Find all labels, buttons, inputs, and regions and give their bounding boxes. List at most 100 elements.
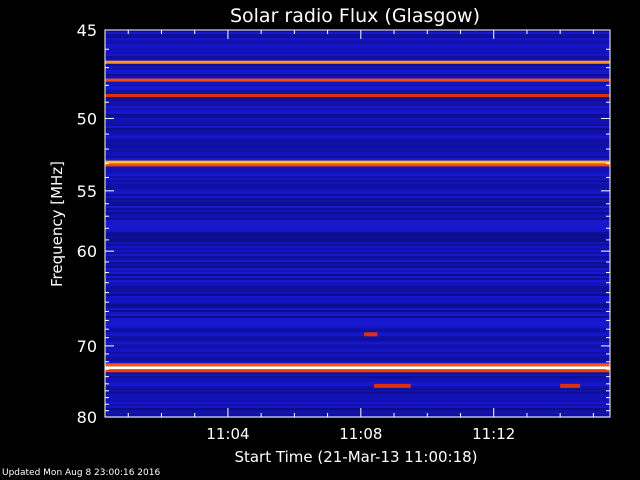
plot-frame <box>104 29 611 418</box>
channel-stripe <box>105 100 610 102</box>
channel-stripe <box>105 226 610 228</box>
channel-stripe <box>105 262 610 264</box>
channel-stripe <box>105 120 610 122</box>
channel-stripe <box>105 306 610 308</box>
x-axis-label: Start Time (21-Mar-13 11:00:18) <box>234 448 477 466</box>
channel-stripe <box>105 194 610 196</box>
channel-stripe <box>105 50 610 52</box>
channel-stripe <box>105 296 610 298</box>
channel-stripe <box>105 304 610 306</box>
channel-stripe <box>105 406 610 408</box>
channel-stripe <box>105 246 610 248</box>
channel-stripe <box>105 310 610 312</box>
emission-band <box>105 60 610 64</box>
channel-stripe <box>105 102 610 104</box>
chart-title: Solar radio Flux (Glasgow) <box>230 5 480 27</box>
channel-stripe <box>105 158 610 160</box>
channel-stripe <box>105 356 610 358</box>
channel-stripe <box>105 404 610 406</box>
channel-stripe <box>105 220 610 222</box>
channel-stripe <box>105 208 610 210</box>
channel-stripe <box>105 178 610 180</box>
updated-footer: Updated Mon Aug 8 23:00:16 2016 <box>2 468 161 478</box>
channel-stripe <box>105 352 610 354</box>
channel-stripe <box>105 224 610 226</box>
channel-stripe <box>105 412 610 414</box>
channel-stripe <box>105 30 610 32</box>
channel-stripe <box>105 386 610 388</box>
channel-stripe <box>105 182 610 184</box>
channel-stripe <box>105 68 610 70</box>
channel-stripe <box>105 330 610 332</box>
channel-stripe <box>105 278 610 280</box>
channel-stripe <box>105 392 610 394</box>
channel-stripe <box>105 84 610 86</box>
channel-stripe <box>105 146 610 148</box>
channel-stripe <box>105 270 610 272</box>
channel-stripe <box>105 106 610 108</box>
channel-stripe <box>105 282 610 284</box>
radio-burst <box>374 383 411 388</box>
channel-stripe <box>105 354 610 356</box>
channel-stripe <box>105 128 610 130</box>
channel-stripe <box>105 34 610 36</box>
channel-stripe <box>105 42 610 44</box>
channel-stripe <box>105 402 610 404</box>
channel-stripe <box>105 82 610 84</box>
x-tick-label: 11:12 <box>472 425 515 443</box>
channel-stripe <box>105 58 610 60</box>
x-tick-label: 11:08 <box>339 425 382 443</box>
channel-stripe <box>105 204 610 206</box>
channel-stripe <box>105 132 610 134</box>
plot-area <box>105 30 610 418</box>
channel-stripe <box>105 130 610 132</box>
channel-stripe <box>105 72 610 74</box>
channel-stripe <box>105 408 610 410</box>
channel-stripe <box>105 358 610 360</box>
channel-stripe <box>105 248 610 250</box>
channel-stripe <box>105 44 610 46</box>
channel-stripe <box>105 108 610 110</box>
channel-stripe <box>105 298 610 300</box>
channel-stripe <box>105 340 610 342</box>
channel-stripe <box>105 250 610 252</box>
channel-stripe <box>105 372 610 374</box>
channel-stripe <box>105 314 610 316</box>
channel-stripe <box>105 52 610 54</box>
channel-stripe <box>105 66 610 68</box>
channel-stripe <box>105 238 610 240</box>
channel-stripe <box>105 328 610 330</box>
channel-stripe <box>105 92 610 94</box>
channel-stripe <box>105 388 610 390</box>
channel-stripe <box>105 322 610 324</box>
channel-stripe <box>105 382 610 384</box>
channel-stripe <box>105 312 610 314</box>
y-tick-label: 80 <box>77 408 97 427</box>
channel-stripe <box>105 308 610 310</box>
channel-stripe <box>105 206 610 208</box>
channel-stripe <box>105 150 610 152</box>
channel-stripe <box>105 390 610 392</box>
channel-stripe <box>105 274 610 276</box>
channel-stripe <box>105 216 610 218</box>
channel-stripe <box>105 110 610 112</box>
channel-stripe <box>105 174 610 176</box>
channel-stripe <box>105 410 610 412</box>
channel-stripe <box>105 122 610 124</box>
channel-stripe <box>105 218 610 220</box>
channel-stripe <box>105 230 610 232</box>
channel-stripe <box>105 394 610 396</box>
channel-stripe <box>105 398 610 400</box>
channel-stripe <box>105 342 610 344</box>
channel-stripe <box>105 152 610 154</box>
channel-stripe <box>105 124 610 126</box>
channel-stripe <box>105 104 610 106</box>
channel-stripe <box>105 374 610 376</box>
channel-stripe <box>105 396 610 398</box>
emission-band <box>105 366 610 370</box>
channel-stripe <box>105 244 610 246</box>
channel-stripe <box>105 378 610 380</box>
channel-stripe <box>105 222 610 224</box>
emission-band <box>105 363 610 367</box>
